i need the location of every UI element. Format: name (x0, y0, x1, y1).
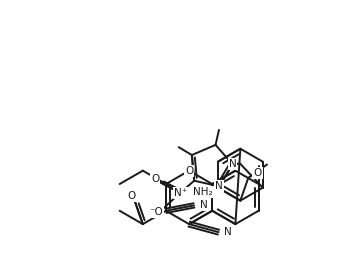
Text: O: O (185, 166, 193, 176)
Text: NH₂: NH₂ (193, 187, 213, 197)
Text: O: O (151, 174, 159, 184)
Text: N: N (229, 159, 236, 169)
Text: N⁺: N⁺ (173, 188, 187, 198)
Text: ⁻O: ⁻O (149, 207, 163, 217)
Text: N: N (216, 181, 223, 191)
Text: N: N (200, 200, 208, 210)
Text: O: O (128, 192, 136, 201)
Text: O: O (253, 168, 262, 178)
Text: N: N (224, 227, 232, 237)
